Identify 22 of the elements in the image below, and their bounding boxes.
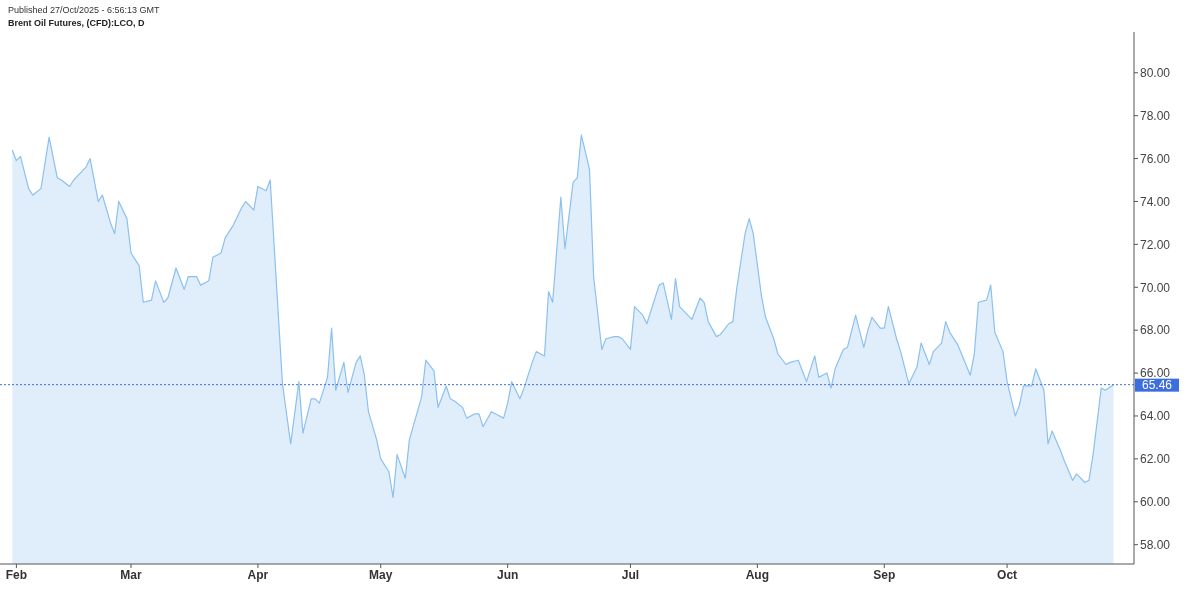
x-tick-label: Aug [745, 567, 770, 582]
x-tick-label: Jul [621, 567, 640, 582]
chart-title: Brent Oil Futures, (CFD):LCO, D [8, 18, 145, 28]
y-tick-label: 70.00 [1140, 280, 1171, 295]
x-tick-label: Apr [247, 567, 269, 582]
y-tick-label: 74.00 [1140, 194, 1171, 209]
y-tick-label: 76.00 [1140, 151, 1171, 166]
y-tick-label: 72.00 [1140, 237, 1171, 252]
y-tick-label: 60.00 [1140, 495, 1171, 510]
y-tick-label: 64.00 [1140, 409, 1171, 424]
x-tick-label: Sep [873, 567, 896, 582]
y-tick-label: 78.00 [1140, 108, 1171, 123]
x-tick-label: May [369, 567, 393, 582]
x-tick-label: Mar [120, 567, 142, 582]
y-tick-label: 80.00 [1140, 66, 1171, 81]
y-tick-label: 68.00 [1140, 323, 1171, 338]
x-tick-label: Oct [997, 567, 1018, 582]
y-tick-label: 58.00 [1140, 537, 1171, 552]
x-tick-label: Feb [5, 567, 28, 582]
x-tick-label: Jun [496, 567, 519, 582]
chart-subtitle: Published 27/Oct/2025 - 6:56:13 GMT [8, 5, 160, 15]
y-tick-label: 62.00 [1140, 452, 1171, 467]
